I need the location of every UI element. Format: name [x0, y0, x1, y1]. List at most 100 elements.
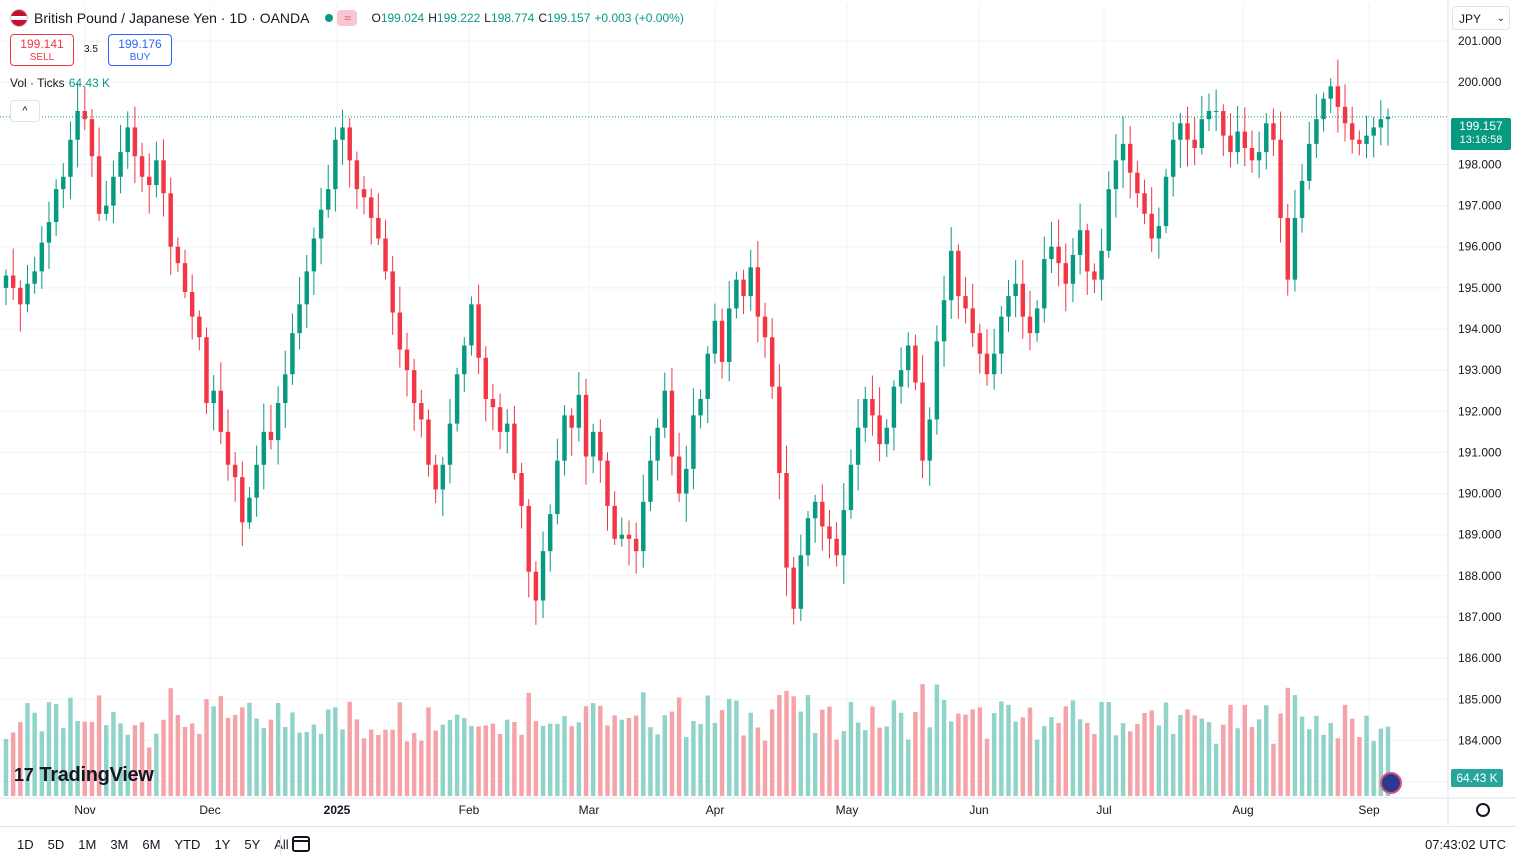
candle-body — [1049, 246, 1054, 260]
candle-body — [512, 423, 517, 473]
logo-text: TradingView — [39, 764, 154, 786]
volume-bar — [712, 722, 718, 796]
candle-body — [175, 246, 181, 264]
candle-body — [948, 250, 954, 301]
candle-body — [784, 472, 789, 568]
candle-body — [963, 296, 968, 309]
range-1y[interactable]: 1Y — [214, 837, 231, 852]
volume-bar — [626, 717, 632, 796]
candle-body — [798, 555, 804, 609]
currency-select[interactable]: JPY ⌄ — [1452, 6, 1510, 30]
volume-bar — [1213, 743, 1219, 796]
range-5y[interactable]: 5Y — [244, 837, 261, 852]
calendar-goto-icon[interactable] — [292, 836, 310, 852]
price-chart[interactable]: 201.000 200.000 198.000 197.000 196.000 195.0… — [0, 0, 1516, 826]
settings-icon[interactable] — [1476, 803, 1490, 817]
volume-bar — [368, 729, 374, 796]
volume-bar — [762, 740, 768, 796]
collapse-legend-button[interactable]: ^ — [10, 100, 40, 122]
candle-body — [1156, 226, 1162, 239]
volume-legend[interactable]: Vol · Ticks 64.43 K — [10, 76, 110, 90]
candle-body — [1120, 143, 1126, 161]
volume-bar — [1271, 743, 1276, 796]
volume-bar — [404, 741, 410, 796]
wave-icon[interactable]: ≈ — [337, 10, 358, 26]
candle-body — [984, 353, 990, 375]
volume-bar — [540, 725, 546, 796]
range-all[interactable]: All — [274, 837, 289, 852]
volume-bar — [1314, 715, 1319, 796]
candle-body — [111, 176, 116, 206]
candle-body — [906, 345, 911, 371]
candle-body — [1349, 123, 1355, 140]
volume-bar — [777, 694, 782, 796]
y-tick-label: 193.000 — [1458, 363, 1502, 377]
volume-bar — [268, 719, 274, 796]
volume-bar — [340, 729, 345, 796]
volume-bar — [297, 732, 302, 796]
range-5d[interactable]: 5D — [47, 837, 65, 852]
range-1d[interactable]: 1D — [17, 837, 34, 852]
range-6m[interactable]: 6M — [142, 837, 161, 852]
buy-price: 199.176 — [118, 37, 162, 51]
volume-bar — [261, 727, 267, 796]
candle-body — [89, 119, 95, 157]
volume-bar — [347, 701, 352, 796]
volume-bar — [870, 706, 875, 796]
candle-body — [805, 518, 811, 556]
candle-body — [1292, 217, 1298, 280]
candle-body — [526, 505, 531, 572]
volume-bar — [1256, 719, 1262, 796]
volume-bar — [526, 692, 531, 796]
candle-body — [225, 431, 231, 465]
candle-body — [1034, 308, 1040, 334]
candle-body — [232, 464, 238, 478]
volume-bar — [383, 729, 388, 796]
volume-bar — [1292, 695, 1298, 796]
buy-button[interactable]: 199.176 BUY — [108, 34, 172, 66]
range-1m[interactable]: 1M — [78, 837, 97, 852]
candle-body — [956, 250, 961, 297]
volume-bar — [1085, 722, 1090, 796]
volume-bar — [812, 733, 818, 796]
volume-bar — [727, 698, 732, 796]
volume-bar — [311, 724, 317, 796]
volume-bar — [805, 694, 811, 796]
volume-bar — [146, 747, 152, 796]
volume-bar — [1206, 722, 1212, 796]
candle-body — [569, 415, 574, 428]
candle-body — [841, 510, 847, 556]
volume-bar — [182, 726, 188, 796]
tradingview-logo[interactable]: 17 TradingView — [14, 764, 154, 787]
y-tick-label: 195.000 — [1458, 281, 1502, 295]
sell-button[interactable]: 199.141 SELL — [10, 34, 74, 66]
volume-bar — [719, 710, 725, 796]
volume-bar — [211, 706, 216, 796]
symbol-title[interactable]: British Pound / Japanese Yen · 1D · OAND… — [34, 10, 310, 26]
volume-bar — [1299, 716, 1305, 796]
volume-bar — [161, 719, 166, 796]
candle-body — [1307, 143, 1312, 181]
volume-bar — [46, 702, 52, 796]
range-ytd[interactable]: YTD — [174, 837, 201, 852]
sell-price: 199.141 — [20, 37, 64, 51]
uk-flag-icon[interactable] — [1380, 772, 1402, 794]
candle-body — [497, 407, 503, 432]
volume-bar — [827, 706, 832, 796]
candle-body — [1278, 139, 1283, 218]
volume-bar — [197, 733, 202, 796]
candle-body — [547, 514, 553, 552]
candle-body — [848, 464, 854, 511]
candle-body — [1099, 250, 1104, 280]
open-value: 199.024 — [380, 11, 425, 25]
candle-body — [1192, 139, 1197, 148]
candle-body — [590, 431, 596, 457]
range-3m[interactable]: 3M — [110, 837, 129, 852]
candle-body — [1199, 119, 1205, 148]
candle-body — [741, 279, 746, 297]
high-value: 199.222 — [436, 11, 481, 25]
candle-body — [669, 390, 675, 457]
volume-bar — [848, 701, 854, 796]
utc-clock[interactable]: 07:43:02 UTC — [1425, 837, 1506, 852]
time-axis[interactable]: Nov Dec 2025 Feb Mar Apr May Jun Jul Aug Sep — [0, 797, 1516, 817]
